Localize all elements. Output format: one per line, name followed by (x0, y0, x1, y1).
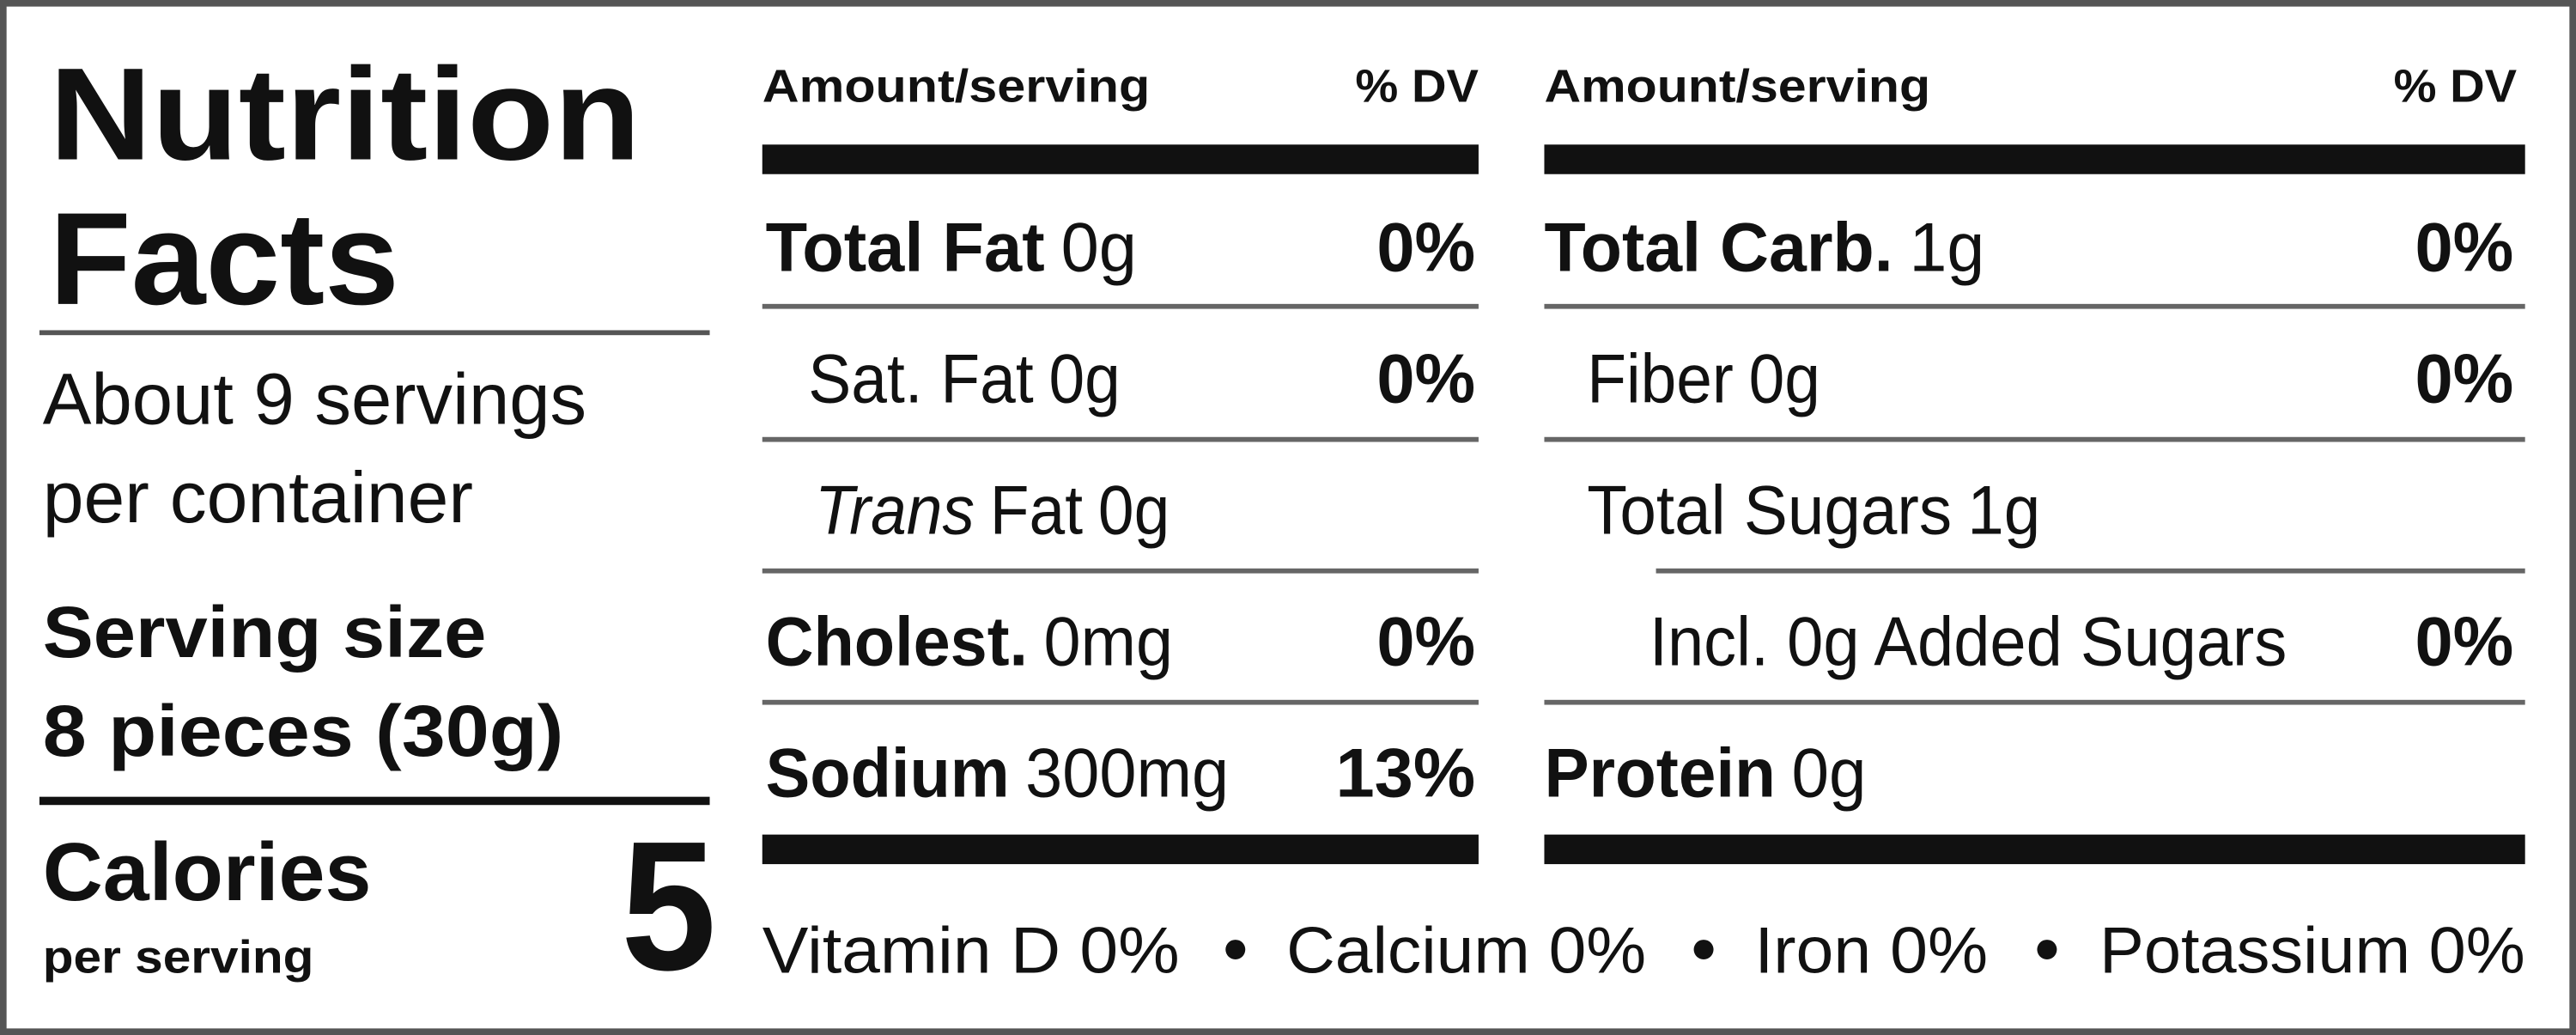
bullet (2037, 940, 2057, 960)
nutrient-amount: 0g (1749, 341, 1820, 418)
table-header: % DV (2394, 62, 2518, 113)
nutrient-name: Incl. 0g Added Sugars (1649, 604, 2287, 681)
nutrient-name: Sodium (766, 735, 1010, 813)
nutrient-amount: 0g (1791, 735, 1866, 813)
calories-value: 5 (621, 804, 716, 1009)
nutrient-amount: 1g (1967, 472, 2040, 550)
vitamin: Vitamin D 0% (762, 914, 1180, 987)
nutrient: Sat. Fat0g (808, 341, 1121, 418)
nutrient-amount: 300mg (1025, 735, 1229, 813)
nutrient-name: Cholest. (766, 604, 1028, 681)
nutrient: Sodium 300mg (766, 735, 1230, 813)
nutrient: Trans Fat 0g (815, 472, 1170, 550)
nutrient-amount: 0g (1061, 210, 1137, 287)
daily-value: 13% (1335, 735, 1475, 813)
nutrient-amount: 1g (1909, 210, 1984, 287)
bullet (1225, 940, 1246, 960)
nutrient: Total Carb. 1g (1544, 210, 1984, 287)
nutrient-name: Sat. Fat (808, 341, 1033, 418)
nutrient-name: Fiber (1587, 341, 1734, 418)
divider (1656, 568, 2525, 574)
title: Nutrition (49, 41, 641, 188)
nutrient-amount: 0mg (1043, 604, 1173, 681)
table-header: Amount/serving (1544, 62, 1930, 113)
thick-bar (1544, 834, 2525, 865)
daily-value: 0% (1376, 604, 1475, 681)
daily-value: 0% (2415, 210, 2514, 287)
calories-sublabel: per serving (43, 932, 314, 983)
divider (39, 330, 710, 336)
thick-bar (762, 144, 1479, 174)
divider (762, 699, 1479, 705)
nutrient: Cholest. 0mg (766, 604, 1173, 681)
servings: About 9 servings (43, 358, 586, 439)
divider (762, 436, 1479, 442)
daily-value: 0% (2415, 604, 2514, 681)
divider (1544, 303, 2525, 309)
nutrient-amount: 0g (1098, 472, 1170, 550)
serving-size: 8 pieces (30g) (43, 691, 564, 771)
nutrient-name: Total Sugars (1587, 472, 1952, 550)
divider (762, 568, 1479, 574)
divider (762, 303, 1479, 309)
nutrient: Fiber 0g (1587, 341, 1820, 418)
nutrient-amount: 0g (1049, 341, 1121, 418)
nutrient-name: Fat (990, 472, 1083, 550)
divider (1544, 436, 2525, 442)
divider (1544, 699, 2525, 705)
nutrient: Total Sugars1g (1587, 472, 2040, 550)
vitamin: Potassium 0% (2099, 914, 2525, 987)
vitamin: Iron 0% (1754, 914, 1988, 987)
daily-value: 0% (1376, 210, 1475, 287)
nutrient-name: Trans (815, 472, 975, 550)
servings: per container (43, 457, 473, 538)
divider (39, 796, 710, 806)
vitamin: Calcium 0% (1286, 914, 1646, 987)
nutrient: Protein 0g (1544, 735, 1866, 813)
table-header: % DV (1355, 62, 1479, 113)
nutrient-name: Total Carb. (1544, 210, 1893, 287)
title: Facts (49, 186, 399, 332)
calories-label: Calories (43, 826, 372, 918)
daily-value: 0% (1376, 341, 1475, 418)
thick-bar (762, 834, 1479, 865)
nutrient-name: Protein (1544, 735, 1775, 813)
serving-size-label: Serving size (43, 592, 487, 673)
nutrient-name: Total Fat (766, 210, 1045, 287)
table-header: Amount/serving (762, 62, 1151, 113)
thick-bar (1544, 144, 2525, 174)
nutrient: Total Fat 0g (766, 210, 1137, 287)
bullet (1693, 940, 1714, 960)
daily-value: 0% (2415, 341, 2514, 418)
